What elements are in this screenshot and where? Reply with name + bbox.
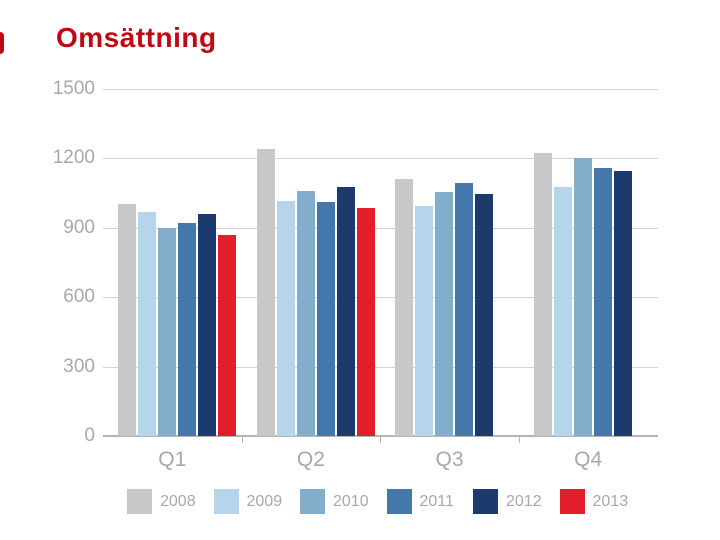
legend-label: 2010 (333, 493, 369, 510)
gridline (103, 297, 658, 299)
legend-swatch-2008 (127, 489, 152, 514)
legend-label: 2013 (592, 493, 629, 510)
y-axis-tick-label: 600 (63, 286, 95, 308)
legend-label: 2009 (246, 493, 283, 510)
y-axis-tick-label: 0 (84, 425, 95, 446)
bar-2009-q3 (415, 205, 434, 436)
gridline (103, 158, 658, 160)
legend-label: 2008 (160, 493, 196, 510)
x-axis-tick (518, 436, 520, 443)
gridline (103, 89, 658, 90)
gridline (103, 227, 658, 229)
legend-swatch-2012 (473, 489, 498, 514)
y-axis-tick-label: 900 (63, 216, 95, 238)
bar-2011-q2 (316, 202, 335, 436)
bar-2008-q2 (256, 149, 275, 436)
bar-2010-q3 (435, 191, 454, 436)
x-axis-tick (380, 436, 382, 443)
legend-label: 2012 (506, 493, 542, 510)
bar-2012-q4 (613, 171, 632, 436)
red-accent-mark (0, 32, 4, 54)
bar-2011-q1 (178, 223, 196, 436)
legend-swatch-2010 (300, 489, 325, 514)
y-axis-tick-label: 300 (63, 355, 95, 377)
bar-2008-q4 (533, 152, 552, 436)
bar-2010-q2 (296, 190, 315, 436)
legend-swatch-2011 (386, 489, 412, 514)
x-axis-tick (241, 436, 243, 443)
bar-2008-q3 (395, 179, 414, 436)
bar-2009-q4 (553, 187, 572, 436)
legend-swatch-2009 (213, 489, 239, 514)
bar-2011-q3 (455, 182, 474, 436)
bar-2008-q1 (118, 203, 136, 436)
chart-title: Omsättning (56, 22, 217, 53)
y-axis-tick-label: 1500 (52, 78, 95, 99)
bar-2010-q4 (573, 158, 592, 436)
bar-2013-q1 (218, 234, 236, 436)
x-axis-category-label: Q2 (296, 448, 325, 471)
bar-2011-q4 (593, 167, 612, 436)
bar-2010-q1 (158, 227, 176, 436)
bar-2009-q1 (138, 211, 156, 436)
bar-2013-q2 (356, 208, 375, 436)
x-axis-category-label: Q3 (435, 448, 464, 471)
x-axis-category-label: Q1 (158, 448, 187, 471)
bar-2012-q1 (198, 213, 216, 436)
bar-2012-q3 (475, 194, 494, 436)
x-axis-category-label: Q4 (574, 448, 603, 471)
bar-2009-q2 (276, 201, 295, 436)
legend-label: 2011 (419, 493, 454, 510)
y-axis-tick-label: 1200 (52, 147, 95, 169)
gridline (103, 366, 658, 368)
bar-2012-q2 (336, 187, 355, 436)
legend-swatch-2013 (559, 489, 585, 514)
